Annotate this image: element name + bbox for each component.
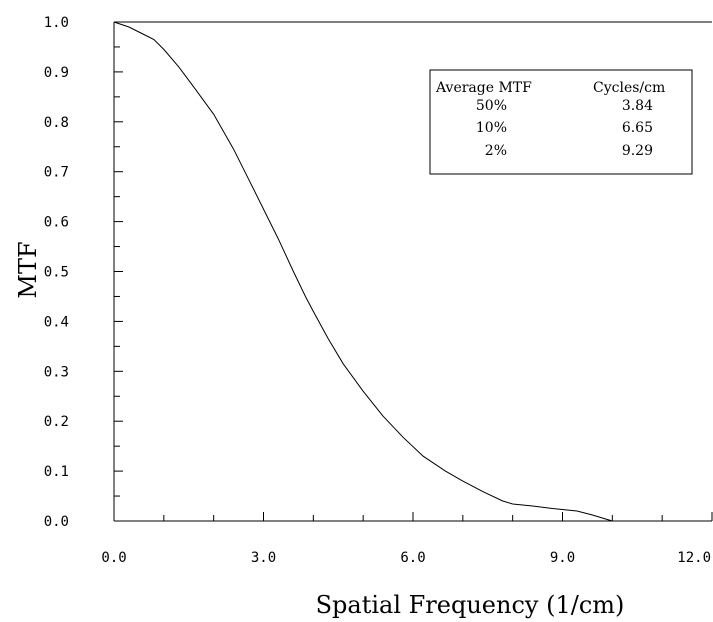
x-tick-label: 3.0 (251, 550, 276, 566)
ticks (114, 21, 713, 522)
legend-row-mtf-10: 10% (476, 120, 507, 136)
series-line (113, 21, 613, 522)
legend-header-average-mtf: Average MTF (435, 80, 532, 96)
legend-row-cycles-50: 3.84 (622, 98, 653, 114)
y-tick-label: 0.0 (44, 514, 69, 530)
y-axis-title: MTF (14, 241, 42, 298)
x-tick-label: 12.0 (677, 550, 711, 566)
x-axis-title: Spatial Frequency (1/cm) (316, 591, 625, 619)
y-tick-label: 0.6 (44, 215, 69, 231)
y-tick-label: 1.0 (44, 15, 69, 31)
x-tick-label: 6.0 (400, 550, 425, 566)
legend-row-cycles-2: 9.29 (622, 143, 653, 159)
y-tick-label: 0.8 (44, 115, 69, 131)
series (113, 21, 613, 522)
y-tick-label: 0.1 (44, 464, 69, 480)
legend-header-cycles-cm: Cycles/cm (593, 80, 665, 96)
legend-row-cycles-10: 6.65 (622, 120, 653, 136)
legend-table: Average MTF Cycles/cm 50% 3.84 10% 6.65 … (429, 69, 693, 175)
y-tick-label: 0.5 (44, 265, 69, 281)
y-tick-label: 0.7 (44, 165, 69, 181)
x-tick-label: 0.0 (101, 550, 126, 566)
y-tick-label: 0.3 (44, 364, 69, 380)
legend-box (429, 69, 693, 175)
legend-row-mtf-50: 50% (476, 98, 507, 114)
y-tick-label: 0.9 (44, 65, 69, 81)
y-tick-label: 0.4 (44, 314, 69, 330)
tick-labels: 0.0 0.1 0.2 0.3 0.4 0.5 0.6 0.7 0.8 0.9 1.0 0.0 3.0 6… (44, 15, 711, 566)
legend-row-mtf-2: 2% (485, 143, 507, 159)
y-tick-label: 0.2 (44, 414, 69, 430)
x-tick-label: 9.0 (550, 550, 575, 566)
